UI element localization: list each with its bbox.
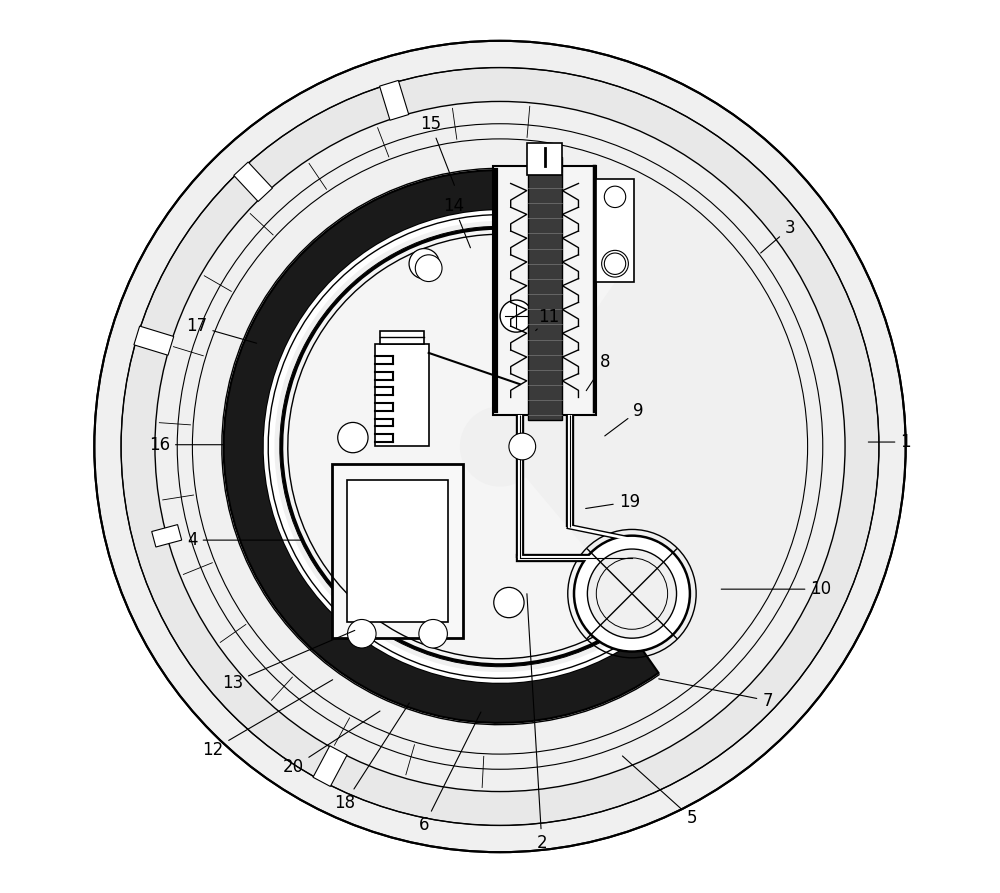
Text: 1: 1 <box>868 433 911 451</box>
Polygon shape <box>313 746 347 787</box>
Polygon shape <box>134 326 174 355</box>
Polygon shape <box>380 80 409 121</box>
Text: 16: 16 <box>149 436 223 454</box>
Circle shape <box>419 620 447 648</box>
Text: 20: 20 <box>283 711 380 777</box>
Bar <box>380 330 424 344</box>
Circle shape <box>94 41 906 852</box>
Bar <box>528 157 562 420</box>
Circle shape <box>604 186 626 207</box>
Circle shape <box>348 620 376 648</box>
Wedge shape <box>224 170 659 723</box>
Text: 13: 13 <box>222 630 355 692</box>
Text: 2: 2 <box>527 594 547 852</box>
Text: 14: 14 <box>443 196 470 247</box>
Polygon shape <box>234 162 272 202</box>
Bar <box>527 144 562 174</box>
Circle shape <box>351 565 381 596</box>
Text: 3: 3 <box>761 219 795 253</box>
Circle shape <box>602 250 628 277</box>
Bar <box>493 165 596 415</box>
Text: 9: 9 <box>605 402 643 436</box>
Text: 18: 18 <box>334 703 409 812</box>
Circle shape <box>574 536 690 652</box>
Circle shape <box>338 422 368 453</box>
Text: 4: 4 <box>187 531 301 549</box>
Text: 15: 15 <box>420 114 454 186</box>
Text: 5: 5 <box>622 756 697 827</box>
Circle shape <box>415 255 442 281</box>
Circle shape <box>604 253 626 274</box>
Text: 8: 8 <box>586 353 610 390</box>
Bar <box>347 480 448 622</box>
Circle shape <box>509 433 536 460</box>
Text: 11: 11 <box>536 308 560 330</box>
Circle shape <box>494 588 524 618</box>
Polygon shape <box>152 524 182 547</box>
Bar <box>332 464 463 638</box>
Text: 17: 17 <box>186 317 257 343</box>
Wedge shape <box>264 210 632 683</box>
Circle shape <box>500 300 532 332</box>
Circle shape <box>409 248 439 279</box>
Wedge shape <box>121 68 879 825</box>
Bar <box>596 179 634 281</box>
Bar <box>375 344 429 446</box>
Text: 10: 10 <box>721 580 832 598</box>
Text: 19: 19 <box>586 493 640 511</box>
Wedge shape <box>282 228 640 665</box>
Text: 6: 6 <box>419 712 481 834</box>
Circle shape <box>587 549 677 638</box>
Text: 12: 12 <box>202 680 333 759</box>
Text: 7: 7 <box>659 679 773 710</box>
